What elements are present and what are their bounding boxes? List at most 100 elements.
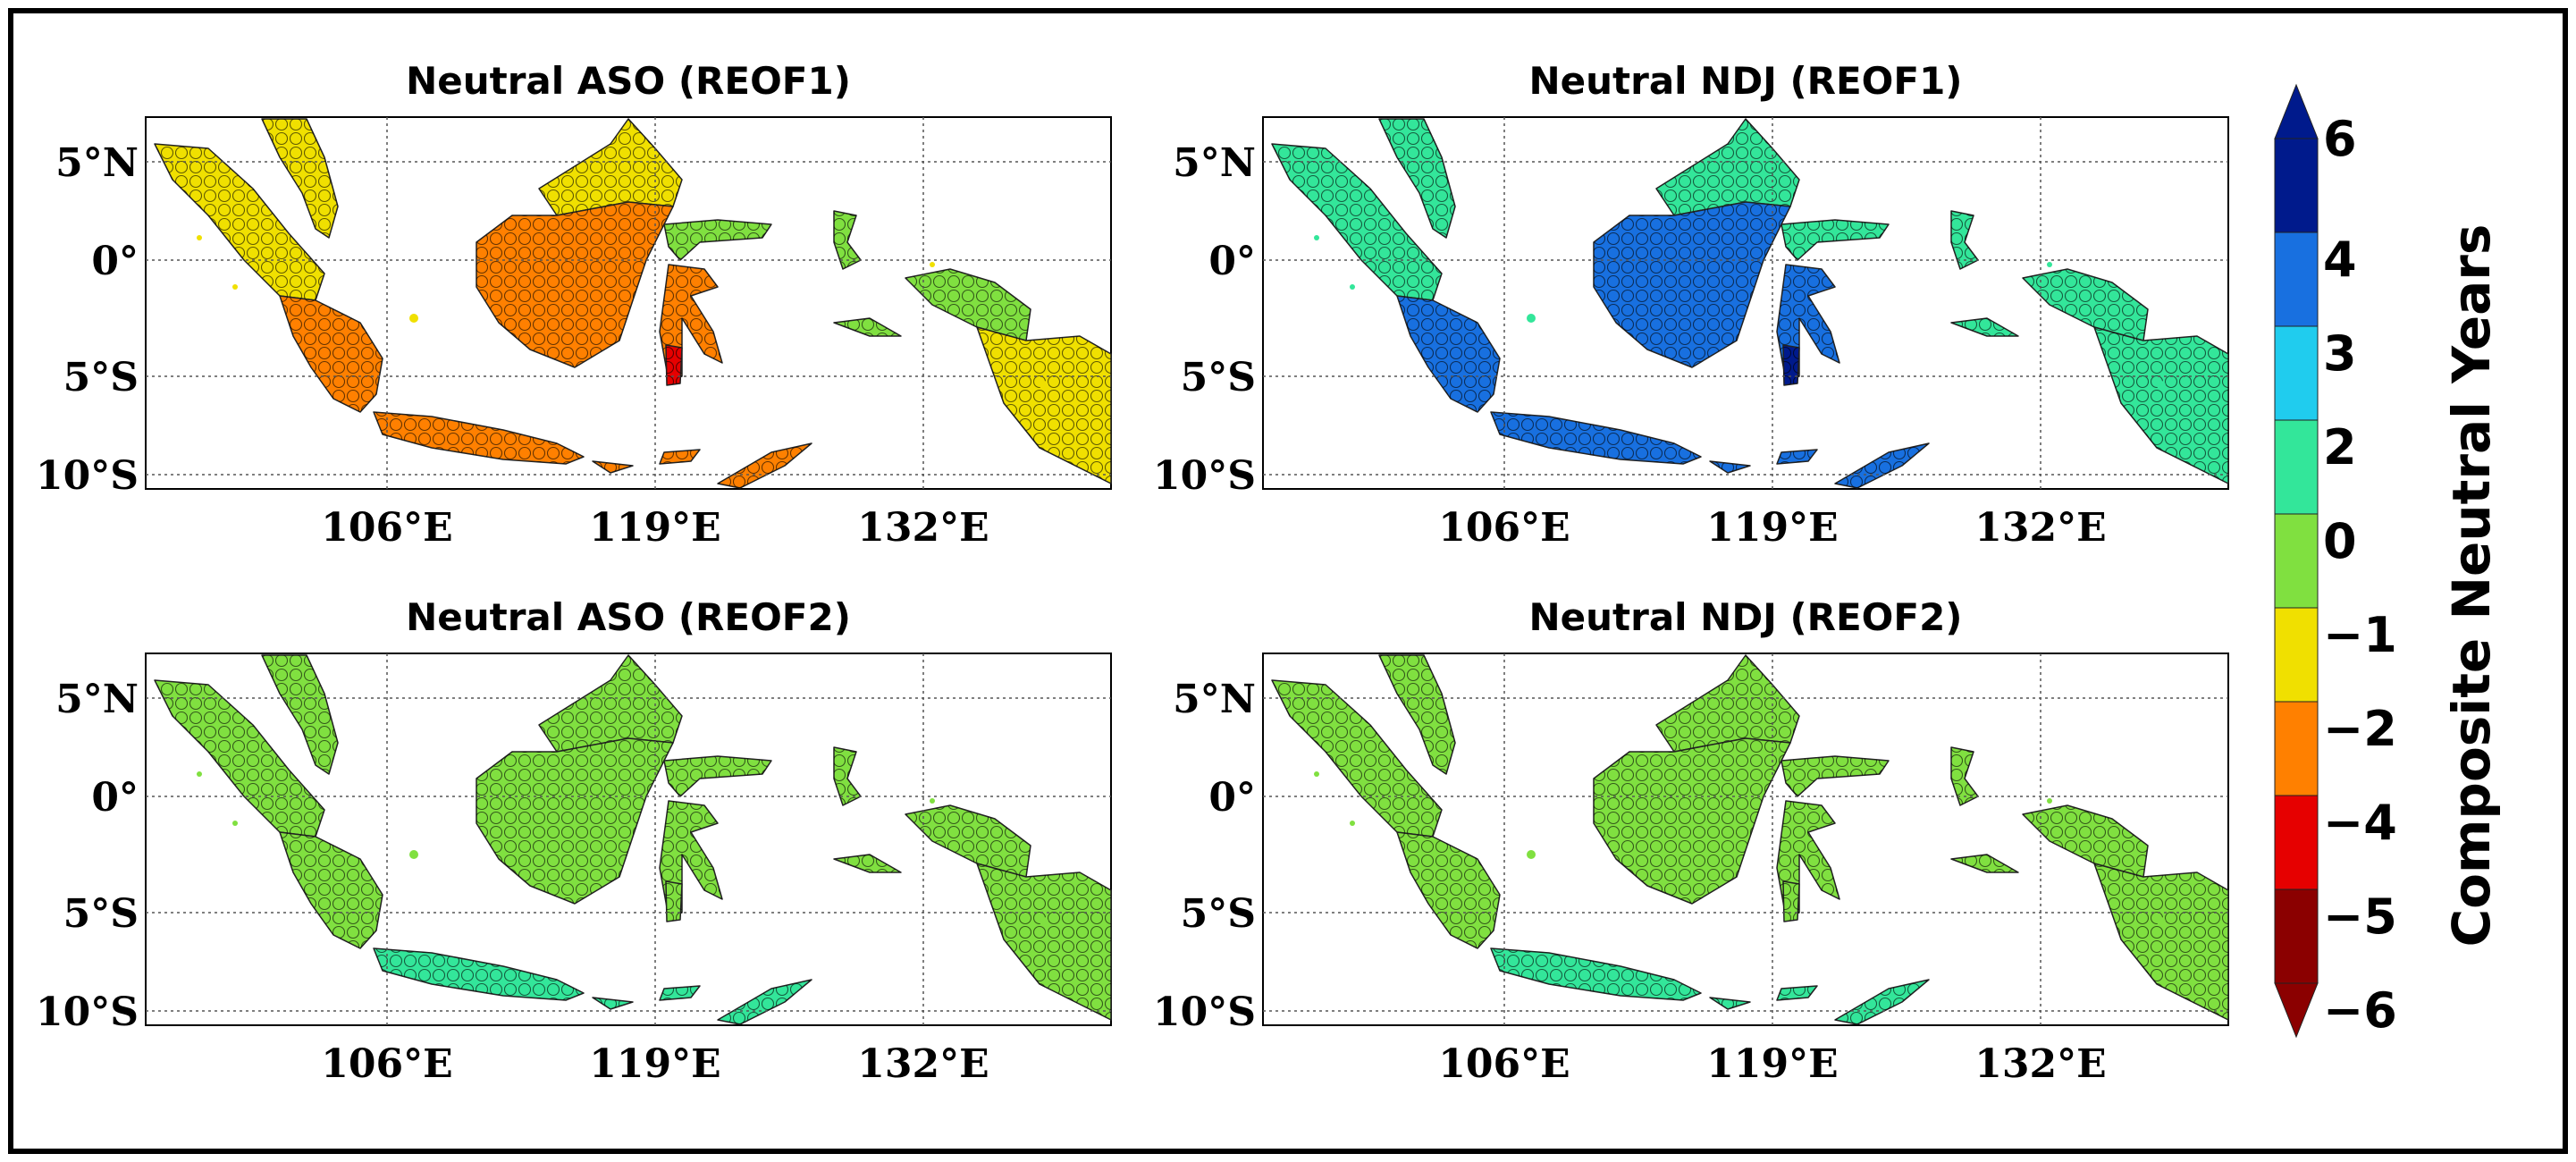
small-island <box>409 314 418 323</box>
significance-stipple <box>280 832 383 948</box>
lon-label-106e: 106°E <box>321 505 452 551</box>
significance-stipple <box>905 269 1031 341</box>
small-island <box>197 771 202 777</box>
panel-neutral-aso-reof2: Neutral ASO (REOF2) 5°N 0° 5°S 10°S 106°… <box>36 595 1112 1087</box>
small-island <box>1350 284 1355 290</box>
lat-label-10s: 10°S <box>36 989 139 1035</box>
significance-stipple <box>1397 296 1500 412</box>
land-layer <box>1271 118 2229 489</box>
significance-stipple <box>374 412 584 464</box>
significance-stipple <box>834 211 861 269</box>
significance-stipple <box>666 345 682 385</box>
cb-tick: −2 <box>2323 701 2397 757</box>
significance-stipple <box>977 863 1111 1020</box>
panel-neutral-ndj-reof2: Neutral NDJ (REOF2) 5°N 0° 5°S 10°S 106°… <box>1153 595 2229 1087</box>
gridlines <box>146 117 1111 489</box>
small-island <box>1314 771 1319 777</box>
colorbar-tick-labels: 6 4 3 2 0 −1 −2 −4 −5 −6 <box>2323 111 2397 1039</box>
cb-tick: 6 <box>2323 111 2357 167</box>
small-island <box>1527 314 1536 323</box>
panel-title: Neutral ASO (REOF1) <box>406 59 851 103</box>
significance-stipple <box>666 881 682 922</box>
cb-tick: 2 <box>2323 419 2357 476</box>
lon-label-106e: 106°E <box>321 1041 452 1087</box>
small-island <box>2047 262 2052 267</box>
land-layer <box>154 654 1112 1025</box>
lon-label-119e: 119°E <box>589 505 720 551</box>
colorbar-bin <box>2274 232 2319 327</box>
significance-stipple <box>1951 318 2018 336</box>
lon-label-132e: 132°E <box>1974 1041 2106 1087</box>
significance-stipple <box>155 680 324 837</box>
significance-stipple <box>539 119 682 215</box>
significance-stipple <box>280 296 383 412</box>
significance-stipple <box>1783 881 1799 922</box>
panel-title: Neutral NDJ (REOF1) <box>1529 59 1963 103</box>
colorbar: 6 4 3 2 0 −1 −2 −4 −5 −6 Composite Neutr… <box>2274 83 2502 1039</box>
colorbar-extend-low <box>2274 982 2319 1039</box>
significance-stipple <box>664 220 771 260</box>
small-island <box>2047 798 2052 804</box>
significance-stipple <box>593 986 700 1009</box>
cb-tick: −1 <box>2323 607 2397 663</box>
significance-stipple <box>1781 756 1889 796</box>
land-layer <box>1271 654 2229 1025</box>
colorbar-bin <box>2274 888 2319 984</box>
cb-tick: −4 <box>2323 795 2397 851</box>
significance-stipple <box>1397 832 1500 948</box>
lon-label-106e: 106°E <box>1438 1041 1570 1087</box>
colorbar-bins <box>2274 83 2319 1039</box>
panel-neutral-ndj-reof1: Neutral NDJ (REOF1) 5°N 0° 5°S 10°S 106°… <box>1153 59 2229 551</box>
significance-stipple <box>2023 269 2148 341</box>
significance-stipple <box>2094 327 2228 484</box>
significance-stipple <box>155 144 324 300</box>
lat-label-5n: 5°N <box>1173 140 1256 186</box>
small-island <box>2157 381 2166 390</box>
cb-tick: −5 <box>2323 888 2397 945</box>
cb-tick: 4 <box>2323 232 2357 288</box>
colorbar-bin <box>2274 701 2319 796</box>
lat-label-5n: 5°N <box>55 140 139 186</box>
gridlines <box>1263 653 2228 1025</box>
significance-stipple <box>718 980 812 1024</box>
significance-stipple <box>1835 443 1929 488</box>
small-island <box>930 798 935 804</box>
significance-stipple <box>593 450 700 473</box>
panel-title: Neutral ASO (REOF2) <box>406 595 851 639</box>
lon-label-106e: 106°E <box>1438 505 1570 551</box>
significance-stipple <box>476 202 673 367</box>
significance-stipple <box>2023 805 2148 877</box>
colorbar-bin <box>2274 513 2319 609</box>
significance-stipple <box>1951 211 1978 269</box>
lat-label-5s: 5°S <box>1181 891 1256 937</box>
significance-stipple <box>374 948 584 1000</box>
significance-stipple <box>1710 986 1817 1009</box>
lat-label-0: 0° <box>1208 775 1256 821</box>
lon-label-119e: 119°E <box>1706 1041 1838 1087</box>
significance-stipple <box>262 655 338 774</box>
small-island <box>1350 821 1355 826</box>
significance-stipple <box>664 756 771 796</box>
lat-label-10s: 10°S <box>1153 989 1256 1035</box>
significance-stipple <box>1951 855 2018 872</box>
colorbar-bin <box>2274 607 2319 703</box>
small-island <box>1314 235 1319 240</box>
lat-label-0: 0° <box>91 239 139 284</box>
cb-tick: −6 <box>2323 982 2397 1039</box>
significance-stipple <box>1781 220 1889 260</box>
significance-stipple <box>1594 202 1790 367</box>
significance-stipple <box>1594 738 1790 904</box>
significance-stipple <box>539 655 682 752</box>
lat-label-5n: 5°N <box>55 677 139 722</box>
small-island <box>930 262 935 267</box>
significance-stipple <box>1710 450 1817 473</box>
lat-label-5n: 5°N <box>1173 677 1256 722</box>
lat-label-5s: 5°S <box>63 891 139 937</box>
significance-stipple <box>1951 747 1978 805</box>
gridlines <box>146 653 1111 1025</box>
colorbar-bin <box>2274 138 2319 233</box>
significance-stipple <box>834 318 901 336</box>
panel-title: Neutral NDJ (REOF2) <box>1529 595 1963 639</box>
colorbar-bin <box>2274 325 2319 421</box>
